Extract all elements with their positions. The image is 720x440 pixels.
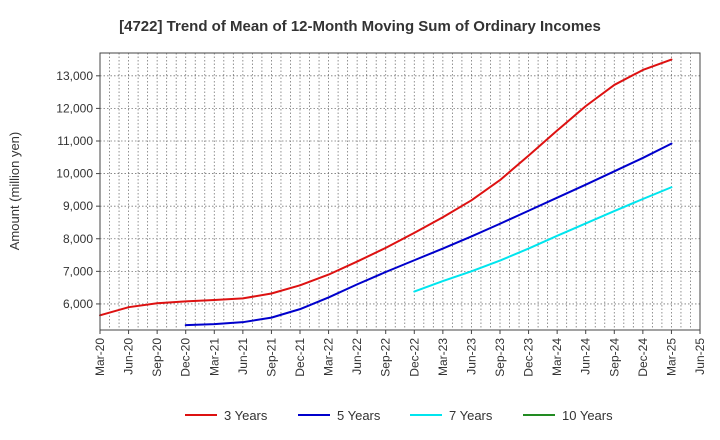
series-line-7-years xyxy=(413,186,673,293)
x-tick-label: Mar-22 xyxy=(322,338,336,376)
x-tick-label: Dec-22 xyxy=(407,338,421,377)
series-line-5-years xyxy=(184,142,673,327)
legend-label: 5 Years xyxy=(337,408,381,423)
x-tick-label: Mar-25 xyxy=(664,338,678,376)
y-axis: 6,000 7,000 8,000 9,000 10,000 11,000 12,000 13… xyxy=(56,69,100,311)
x-tick-label: Mar-24 xyxy=(550,338,564,376)
series-line-3-years xyxy=(99,58,673,317)
y-tick-label: 11,000 xyxy=(57,134,93,148)
series-layer xyxy=(99,58,673,327)
plot-frame xyxy=(99,52,701,331)
x-tick-label: Mar-20 xyxy=(93,338,107,376)
y-axis-label: Amount (million yen) xyxy=(7,132,22,251)
grid xyxy=(100,53,700,330)
legend-label: 3 Years xyxy=(224,408,268,423)
x-tick-label: Sep-21 xyxy=(264,338,278,377)
x-tick-label: Jun-22 xyxy=(350,338,364,375)
y-tick-label: 9,000 xyxy=(63,199,93,213)
x-tick-label: Jun-23 xyxy=(464,338,478,375)
x-tick-label: Sep-23 xyxy=(493,338,507,377)
x-tick-label: Jun-20 xyxy=(122,338,136,375)
x-tick-label: Sep-22 xyxy=(379,338,393,377)
y-tick-label: 13,000 xyxy=(56,69,93,83)
x-tick-label: Dec-20 xyxy=(179,338,193,377)
legend-label: 7 Years xyxy=(449,408,493,423)
y-tick-label: 8,000 xyxy=(63,232,93,246)
legend-label: 10 Years xyxy=(562,408,613,423)
y-tick-label: 10,000 xyxy=(56,167,93,181)
x-axis: Mar-20 Jun-20 Sep-20 Dec-20 Mar-21 Jun-21 Sep-… xyxy=(93,330,707,377)
x-tick-label: Mar-23 xyxy=(436,338,450,376)
x-tick-label: Jun-25 xyxy=(693,338,707,375)
x-tick-label: Jun-21 xyxy=(236,338,250,375)
x-tick-label: Sep-20 xyxy=(150,338,164,377)
x-tick-label: Dec-21 xyxy=(293,338,307,377)
y-tick-label: 12,000 xyxy=(56,101,93,115)
y-tick-label: 6,000 xyxy=(63,297,93,311)
x-tick-label: Dec-23 xyxy=(522,338,536,377)
chart-title: [4722] Trend of Mean of 12-Month Moving … xyxy=(119,18,601,35)
y-tick-label: 7,000 xyxy=(63,264,93,278)
legend: 3 Years 5 Years 7 Years 10 Years xyxy=(185,408,613,423)
x-tick-label: Jun-24 xyxy=(579,338,593,375)
plot-area xyxy=(100,53,700,330)
x-tick-label: Dec-24 xyxy=(636,338,650,377)
x-tick-label: Sep-24 xyxy=(607,338,621,377)
x-tick-label: Mar-21 xyxy=(207,338,221,376)
